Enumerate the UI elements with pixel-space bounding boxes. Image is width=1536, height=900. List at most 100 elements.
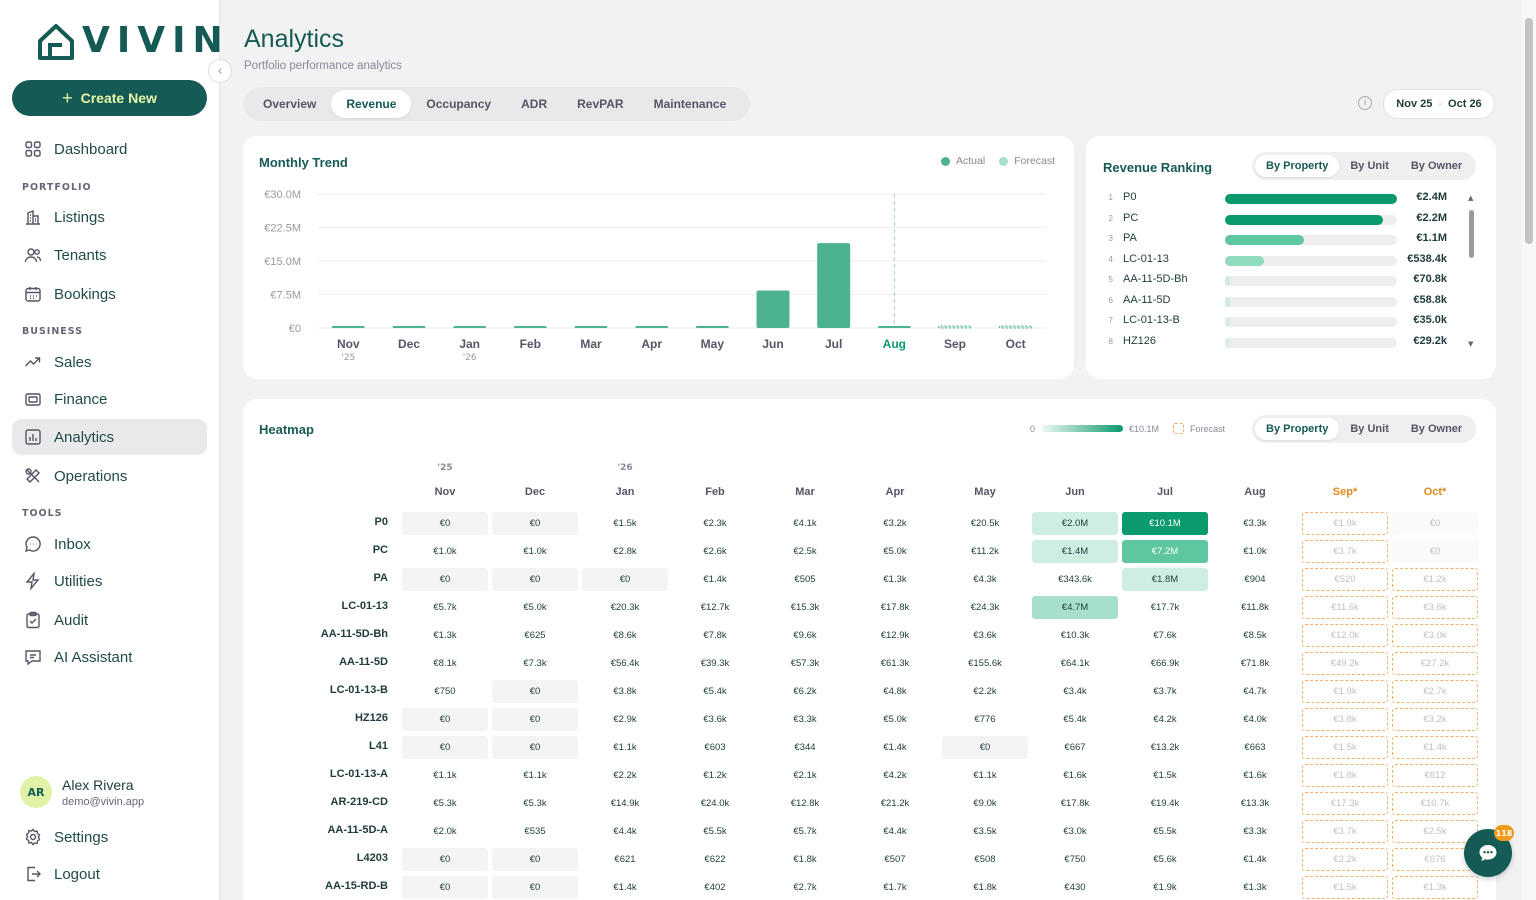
bar-actual-nov[interactable]: [331, 326, 365, 328]
heatmap-cell[interactable]: €2.0k: [433, 826, 457, 837]
heatmap-cell[interactable]: €8.1k: [433, 658, 457, 669]
ranking-row[interactable]: 1 P0 €2.4M: [1101, 190, 1481, 208]
heatmap-cell[interactable]: €5.4k: [703, 686, 727, 697]
heatmap-cell[interactable]: €1.7k: [883, 882, 907, 893]
heatmap-cell[interactable]: €3.3k: [793, 714, 817, 725]
heatmap-cell[interactable]: €4.2k: [1153, 714, 1177, 725]
heatmap-cell[interactable]: €4.8k: [883, 686, 907, 697]
date-range-picker[interactable]: Nov 25 - Oct 26: [1383, 89, 1495, 119]
tab-occupancy[interactable]: Occupancy: [426, 97, 492, 111]
info-icon[interactable]: i: [1358, 96, 1372, 110]
heatmap-cell[interactable]: €57.3k: [790, 658, 820, 669]
ranking-by-property[interactable]: By Property: [1255, 155, 1340, 177]
nav-operations[interactable]: Operations: [12, 458, 207, 494]
heatmap-cell[interactable]: €27.2k: [1392, 652, 1478, 675]
heatmap-cell[interactable]: €2.8k: [613, 546, 637, 557]
heatmap-cell[interactable]: €0: [582, 568, 668, 591]
heatmap-cell[interactable]: €56.4k: [610, 658, 640, 669]
heatmap-cell[interactable]: €904: [1244, 574, 1266, 585]
bar-actual-feb[interactable]: [513, 326, 547, 328]
heatmap-by-owner[interactable]: By Owner: [1410, 423, 1463, 435]
heatmap-cell[interactable]: €3.0k: [1392, 624, 1478, 647]
bar-actual-jun[interactable]: [756, 290, 790, 328]
bar-forecast-oct[interactable]: [998, 325, 1033, 329]
heatmap-cell[interactable]: €11.6k: [1302, 596, 1388, 619]
heatmap-cell[interactable]: €1.6k: [1063, 770, 1087, 781]
heatmap-cell[interactable]: €5.6k: [1153, 854, 1177, 865]
nav-sales[interactable]: Sales: [12, 344, 207, 380]
heatmap-cell[interactable]: €8.6k: [613, 630, 637, 641]
heatmap-cell[interactable]: €3.7k: [1302, 820, 1388, 843]
heatmap-cell[interactable]: €15.3k: [790, 602, 820, 613]
heatmap-cell[interactable]: €430: [1064, 882, 1086, 893]
heatmap-cell[interactable]: €5.3k: [523, 798, 547, 809]
heatmap-cell[interactable]: €1.3k: [1243, 882, 1267, 893]
ranking-row[interactable]: 6 AA-11-5D €58.8k: [1101, 293, 1481, 311]
heatmap-cell[interactable]: €0: [402, 512, 488, 535]
heatmap-cell[interactable]: €0: [402, 736, 488, 759]
ranking-scrollbar[interactable]: ▲ ▼: [1468, 194, 1476, 350]
ranking-row[interactable]: 4 LC-01-13 €538.4k: [1101, 252, 1481, 270]
heatmap-cell[interactable]: €1.9k: [1302, 680, 1388, 703]
ranking-row[interactable]: 8 HZ126 €29.2k: [1101, 334, 1481, 352]
heatmap-cell[interactable]: €3.8k: [1302, 708, 1388, 731]
heatmap-cell[interactable]: €344: [794, 742, 816, 753]
heatmap-cell[interactable]: €5.7k: [793, 826, 817, 837]
heatmap-cell[interactable]: €5.4k: [1063, 714, 1087, 725]
heatmap-cell[interactable]: €20.5k: [970, 518, 1000, 529]
heatmap-cell[interactable]: €535: [524, 826, 546, 837]
heatmap-cell[interactable]: €7.8k: [703, 630, 727, 641]
heatmap-cell[interactable]: €7.3k: [523, 658, 547, 669]
bar-forecast-sep[interactable]: [938, 325, 972, 329]
heatmap-cell[interactable]: €11.8k: [1241, 602, 1269, 613]
nav-logout[interactable]: Logout: [12, 856, 207, 892]
heatmap-cell[interactable]: €2.2k: [613, 770, 637, 781]
heatmap-cell[interactable]: €5.5k: [1153, 826, 1177, 837]
heatmap-cell[interactable]: €1.5k: [613, 518, 637, 529]
heatmap-cell[interactable]: €3.7k: [1153, 686, 1177, 697]
nav-finance[interactable]: Finance: [12, 381, 207, 417]
heatmap-cell[interactable]: €663: [1244, 742, 1266, 753]
heatmap-cell[interactable]: €2.2k: [1302, 848, 1388, 871]
heatmap-cell[interactable]: €11.2k: [971, 546, 999, 557]
nav-audit[interactable]: Audit: [12, 602, 207, 638]
heatmap-cell[interactable]: €4.1k: [793, 518, 817, 529]
heatmap-cell[interactable]: €3.6k: [973, 630, 997, 641]
heatmap-cell[interactable]: €505: [794, 574, 816, 585]
heatmap-cell[interactable]: €1.8k: [973, 882, 997, 893]
heatmap-cell[interactable]: €2.5k: [793, 546, 817, 557]
nav-bookings[interactable]: Bookings: [12, 276, 207, 312]
bar-actual-aug[interactable]: [877, 326, 911, 328]
heatmap-cell[interactable]: €17.7k: [1150, 602, 1180, 613]
nav-tenants[interactable]: Tenants: [12, 237, 207, 273]
heatmap-cell[interactable]: €812: [1392, 764, 1478, 787]
heatmap-cell[interactable]: €2.5k: [1392, 820, 1478, 843]
heatmap-cell[interactable]: €3.6k: [703, 714, 727, 725]
heatmap-cell[interactable]: €1.5k: [1302, 876, 1388, 899]
heatmap-cell[interactable]: €17.3k: [1302, 792, 1388, 815]
ranking-scroll-thumb[interactable]: [1469, 210, 1474, 258]
heatmap-cell[interactable]: €5.0k: [523, 602, 547, 613]
heatmap-cell[interactable]: €19.4k: [1150, 798, 1180, 809]
page-scrollbar[interactable]: [1522, 0, 1536, 900]
heatmap-cell[interactable]: €343.6k: [1058, 574, 1092, 585]
tab-maintenance[interactable]: Maintenance: [653, 97, 727, 111]
heatmap-cell[interactable]: €2.0M: [1032, 512, 1118, 535]
tab-overview[interactable]: Overview: [263, 97, 317, 111]
bar-actual-jan[interactable]: [453, 326, 487, 328]
create-new-button[interactable]: + Create New: [12, 80, 207, 116]
heatmap-cell[interactable]: €1.1k: [613, 742, 637, 753]
heatmap-cell[interactable]: €1.5k: [1153, 770, 1177, 781]
heatmap-cell[interactable]: €1.4k: [883, 742, 907, 753]
heatmap-cell[interactable]: €6.2k: [793, 686, 817, 697]
heatmap-cell[interactable]: €603: [704, 742, 726, 753]
heatmap-cell[interactable]: €13.3k: [1240, 798, 1270, 809]
heatmap-cell[interactable]: €14.9k: [610, 798, 640, 809]
heatmap-cell[interactable]: €0: [492, 848, 578, 871]
heatmap-cell[interactable]: €621: [614, 854, 636, 865]
nav-listings[interactable]: Listings: [12, 199, 207, 235]
heatmap-by-unit[interactable]: By Unit: [1350, 423, 1389, 435]
heatmap-cell[interactable]: €66.9k: [1150, 658, 1180, 669]
heatmap-cell[interactable]: €12.7k: [700, 602, 730, 613]
ranking-by-owner[interactable]: By Owner: [1410, 160, 1463, 172]
